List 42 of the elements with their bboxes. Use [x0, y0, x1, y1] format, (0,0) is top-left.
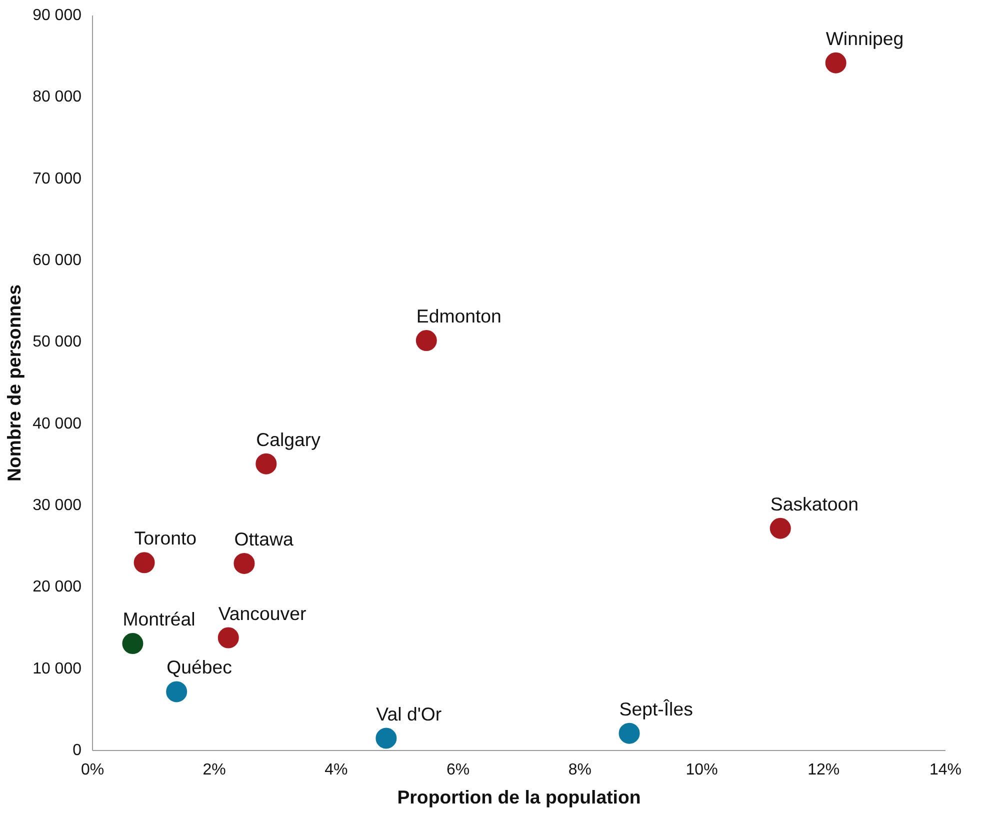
x-tick-label: 12% — [808, 762, 840, 778]
annotation: Vancouver — [218, 602, 306, 624]
annotation: Calgary — [256, 428, 322, 450]
y-tick-label: 50 000 — [32, 334, 82, 351]
annotation: Sept-Îles — [619, 698, 693, 720]
x-tick-label: 4% — [324, 762, 348, 778]
annotation: Edmonton — [416, 306, 502, 327]
point — [165, 680, 188, 704]
y-tick-label: 0 — [72, 742, 82, 759]
x-tick-label: 8% — [568, 762, 592, 778]
annotation: Val d'Or — [376, 703, 442, 724]
annotation: Winnipeg — [826, 28, 904, 49]
y-tick-label: 60 000 — [32, 252, 82, 269]
annotation: Saskatoon — [770, 493, 859, 514]
y-tick-label: 10 000 — [32, 660, 82, 678]
y-tick-label: 90 000 — [32, 7, 82, 24]
annotation: Montréal — [122, 608, 196, 630]
y-tick-label: 30 000 — [32, 497, 82, 514]
point — [232, 552, 256, 575]
y-tick-label: 20 000 — [32, 578, 82, 596]
x-tick-label: 6% — [446, 762, 470, 778]
x-tick-label: 2% — [202, 762, 226, 778]
annotation: Québec — [166, 656, 232, 678]
y-tick-label: 80 000 — [32, 88, 82, 106]
point — [618, 722, 641, 745]
x-axis-title: Proportion de la population — [397, 786, 641, 808]
y-tick-label: 40 000 — [32, 415, 82, 432]
x-tick-label: 10% — [686, 762, 718, 778]
annotation: Toronto — [134, 528, 197, 549]
point — [254, 452, 278, 476]
x-tick-label: 14% — [929, 762, 962, 778]
point — [824, 51, 848, 74]
point — [414, 329, 438, 352]
point — [374, 726, 398, 750]
x-tick-label: 0% — [80, 762, 104, 778]
point — [121, 632, 144, 655]
y-axis-title: Nombre de personnes — [4, 284, 25, 482]
point — [132, 551, 156, 574]
point — [768, 516, 792, 540]
point — [216, 626, 240, 650]
y-tick-label: 70 000 — [32, 170, 82, 188]
annotation: Ottawa — [234, 528, 294, 550]
